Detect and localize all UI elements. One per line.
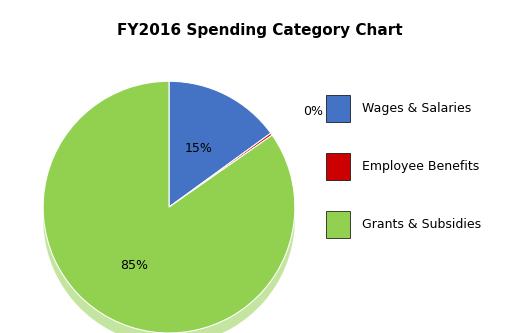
Text: 15%: 15% xyxy=(185,142,213,155)
Ellipse shape xyxy=(43,201,295,239)
Ellipse shape xyxy=(43,196,295,233)
Wedge shape xyxy=(43,81,295,333)
Text: Wages & Salaries: Wages & Salaries xyxy=(362,102,471,115)
Ellipse shape xyxy=(43,194,295,232)
Ellipse shape xyxy=(43,203,295,241)
Wedge shape xyxy=(169,93,271,219)
Wedge shape xyxy=(43,93,295,333)
FancyBboxPatch shape xyxy=(327,95,350,122)
FancyBboxPatch shape xyxy=(327,211,350,238)
Text: 0%: 0% xyxy=(303,105,323,118)
Text: 85%: 85% xyxy=(120,259,148,272)
Text: Employee Benefits: Employee Benefits xyxy=(362,160,479,173)
Text: FY2016 Spending Category Chart: FY2016 Spending Category Chart xyxy=(117,23,403,38)
Ellipse shape xyxy=(43,199,295,237)
Wedge shape xyxy=(169,145,272,219)
Wedge shape xyxy=(169,133,272,207)
FancyBboxPatch shape xyxy=(327,153,350,180)
Ellipse shape xyxy=(43,190,295,228)
Text: Grants & Subsidies: Grants & Subsidies xyxy=(362,218,481,231)
Ellipse shape xyxy=(43,192,295,230)
Wedge shape xyxy=(169,81,271,207)
Ellipse shape xyxy=(43,197,295,235)
